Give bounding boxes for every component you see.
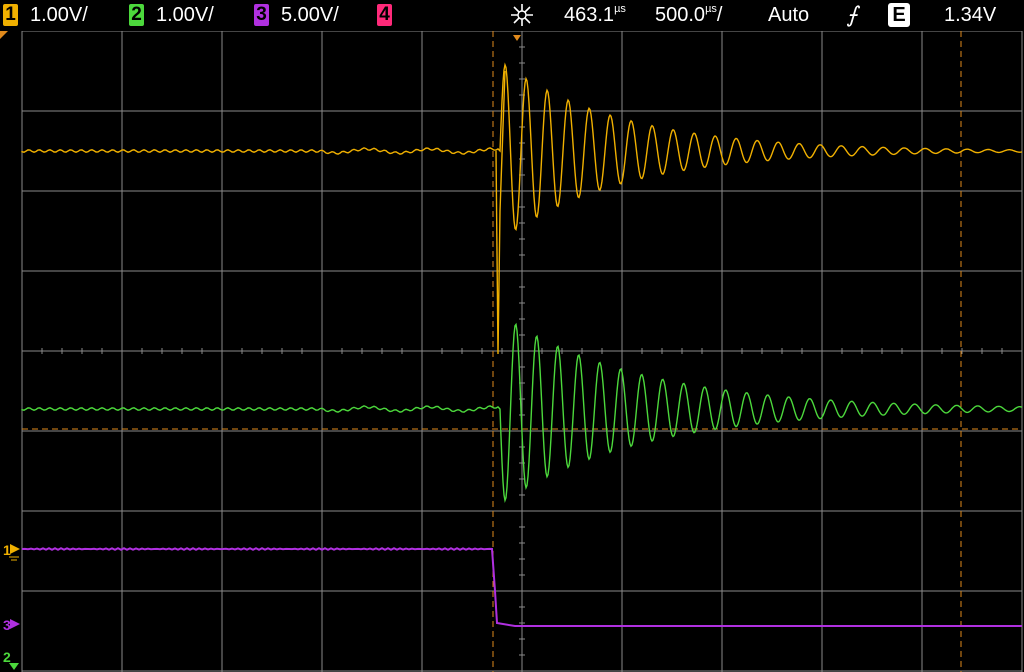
channel-2-ground-label: 2 [3,650,11,664]
timebase-readout[interactable]: 500.0µs/ [655,3,722,27]
timebase-value: 500.0 [655,4,705,26]
left-marker [0,31,8,39]
trigger-position-readout: 463.1µs [564,3,626,27]
trigger-mode[interactable]: Auto [768,3,809,27]
trigger-point-marker [513,35,521,41]
waveform-canvas [0,31,1024,672]
channel-1-box[interactable]: 1 [3,4,18,26]
channel-4-box[interactable]: 4 [377,4,392,26]
status-bar: 1 1.00V/ 2 1.00V/ 3 5.00V/ 4 463.1µs 500… [0,0,1024,31]
channel-1-ground-label: 1 [3,543,11,557]
trigger-edge-icon: ⨍ [842,3,862,27]
channel-3-scale: 5.00V/ [281,3,339,27]
trigger-position-value: 463.1 [564,4,614,26]
channel-1-ground-marker [10,544,20,554]
channel-1-scale: 1.00V/ [30,3,88,27]
trigger-position-unit: µs [614,3,626,15]
channel-1-spike [496,71,505,354]
timebase-unit: µs [705,3,717,15]
timebase-suffix: / [717,4,723,26]
trigger-position-icon [509,3,535,27]
channel-3-box[interactable]: 3 [254,4,269,26]
waveform-display[interactable]: 1 3 2 [0,31,1024,672]
channel-3-ground-label: 3 [3,618,11,632]
trigger-level-readout: 1.34V [944,3,996,27]
channel-3-ground-marker [10,619,20,629]
trigger-source-box[interactable]: E [888,3,910,27]
channel-2-box[interactable]: 2 [129,4,144,26]
channel-2-scale: 1.00V/ [156,3,214,27]
